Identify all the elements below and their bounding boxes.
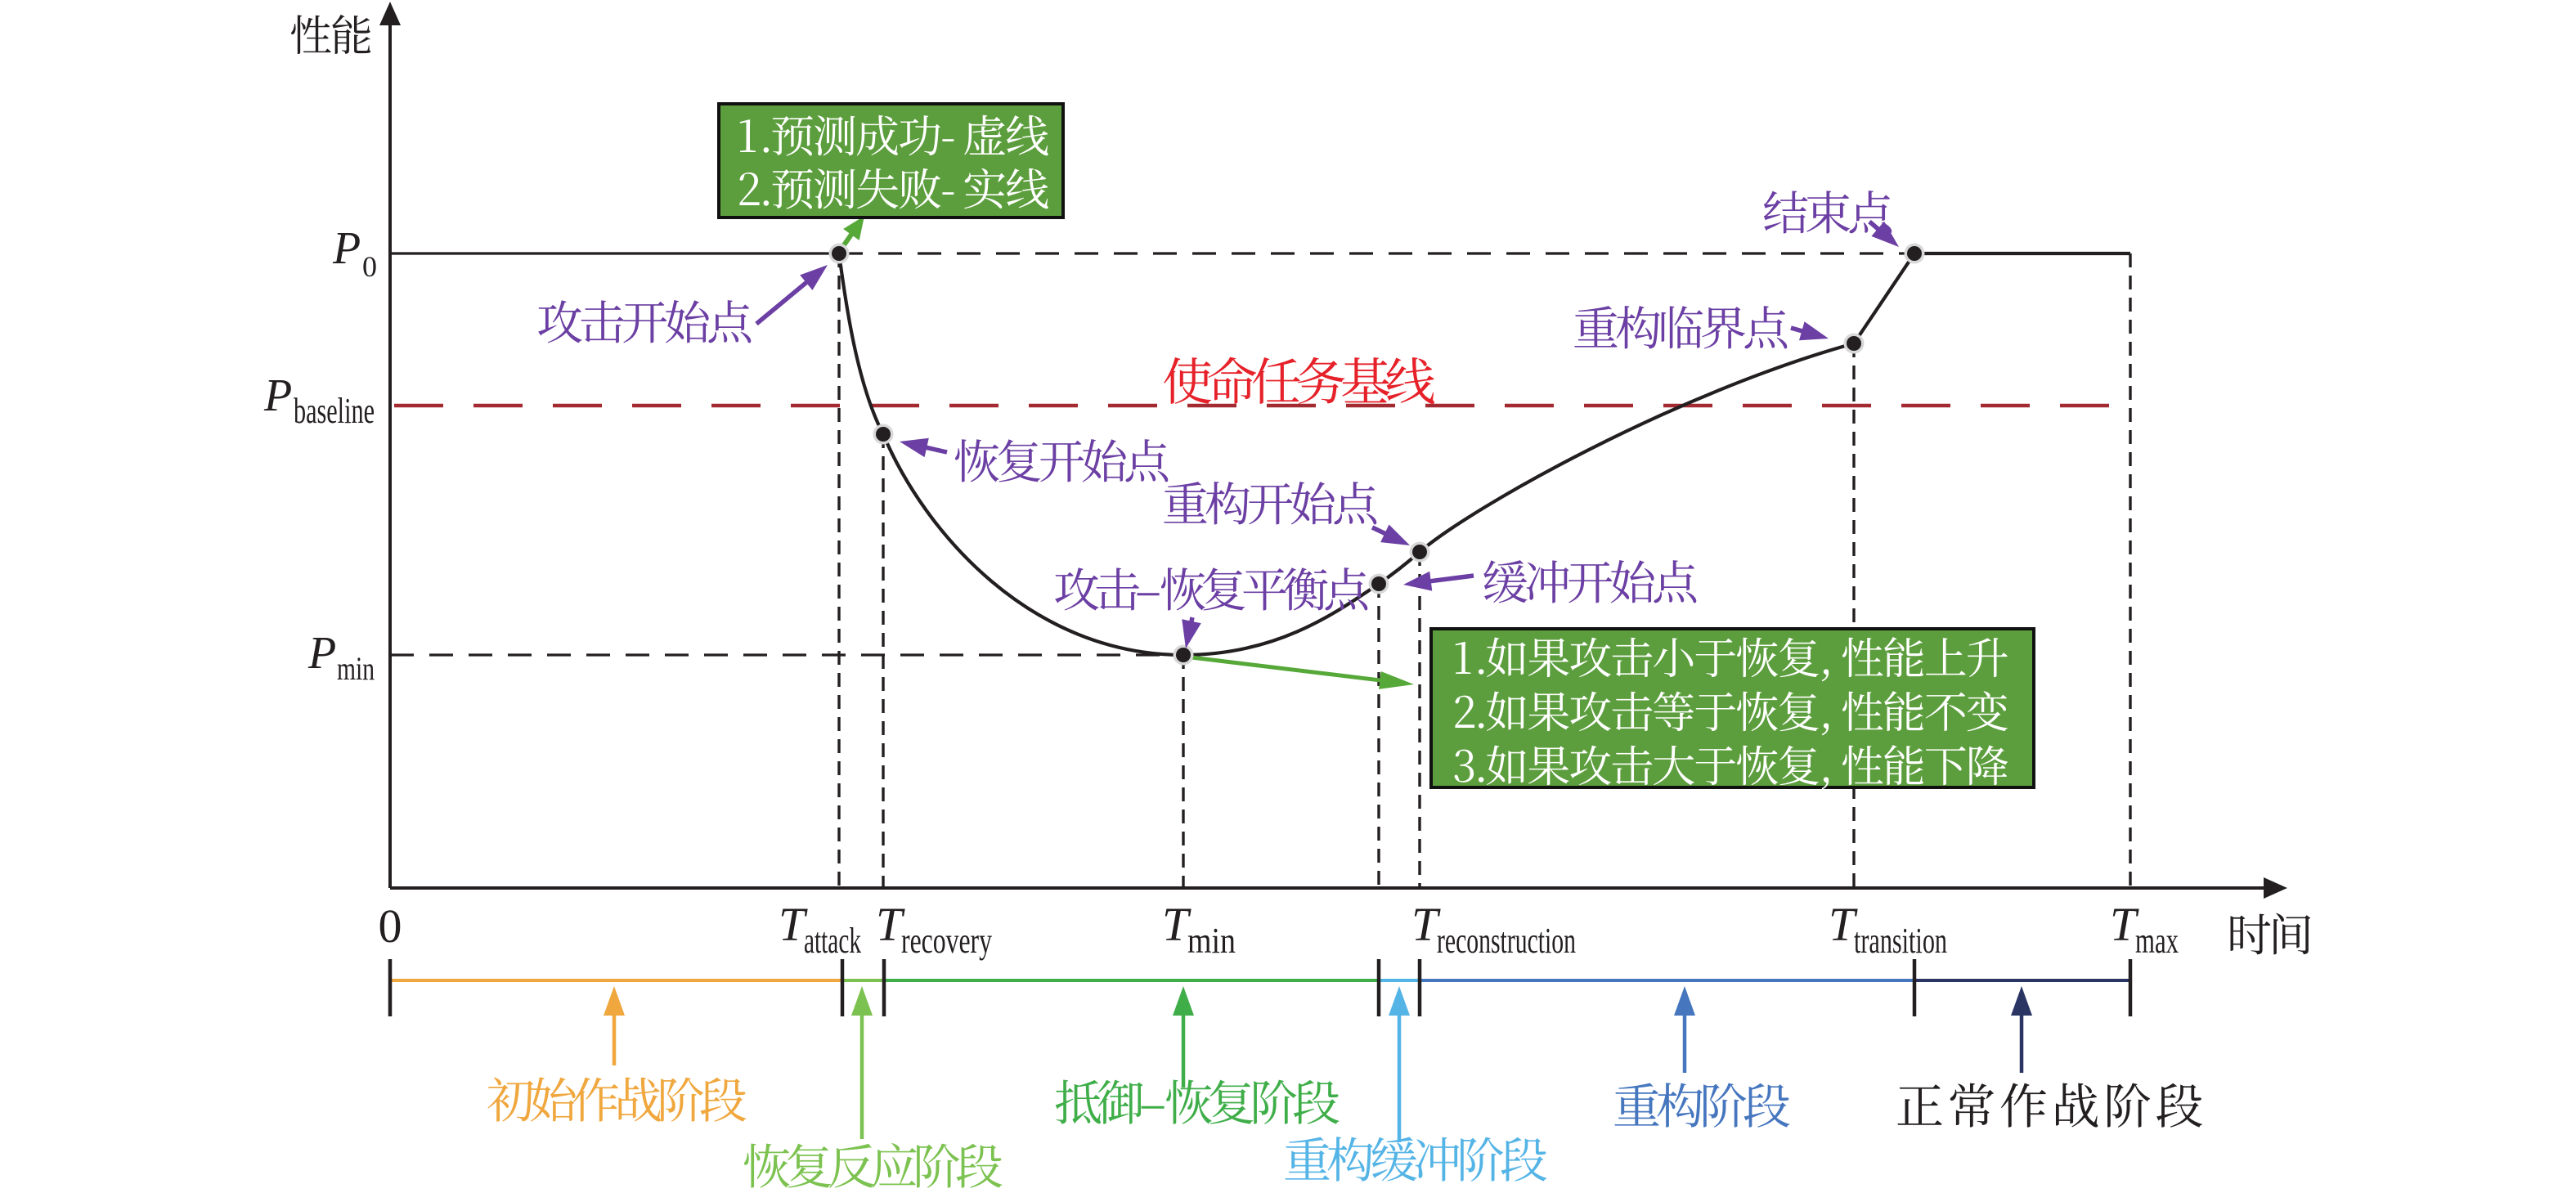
svg-text:min: min (1187, 921, 1236, 961)
svg-text:P: P (307, 628, 336, 679)
svg-text:baseline: baseline (294, 391, 375, 431)
svg-text:transition: transition (1854, 921, 1947, 961)
svg-text:0: 0 (379, 899, 402, 953)
svg-text:T: T (1829, 898, 1858, 951)
svg-text:P: P (332, 223, 361, 274)
svg-text:max: max (2135, 921, 2179, 961)
svg-text:0: 0 (362, 250, 377, 283)
svg-text:min: min (337, 650, 375, 687)
svg-text:T: T (2110, 898, 2139, 951)
svg-text:attack: attack (804, 921, 861, 961)
svg-text:T: T (1162, 898, 1192, 951)
svg-text:T: T (876, 898, 905, 951)
svg-text:reconstruction: reconstruction (1437, 921, 1576, 961)
svg-text:T: T (779, 898, 808, 951)
svg-text:recovery: recovery (901, 921, 992, 961)
svg-text:T: T (1411, 898, 1441, 951)
svg-text:P: P (263, 370, 292, 421)
